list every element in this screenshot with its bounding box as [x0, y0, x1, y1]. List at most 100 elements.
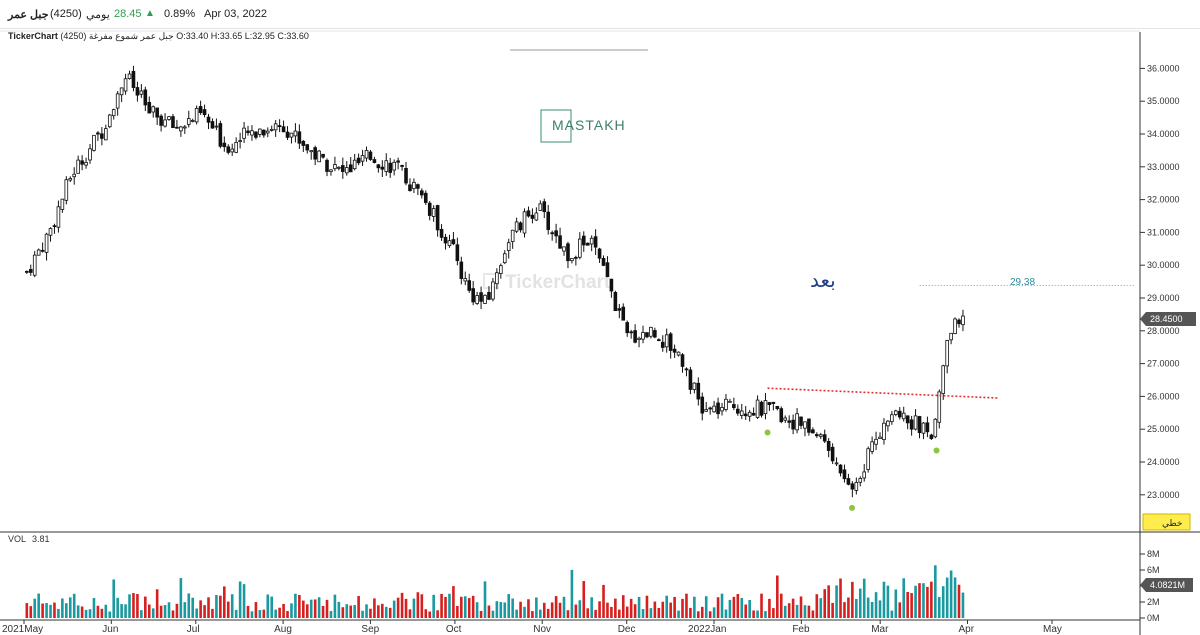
- volume-bar: [720, 593, 724, 618]
- volume-bar: [558, 602, 562, 618]
- volume-bar: [436, 610, 439, 618]
- candle: [649, 326, 653, 337]
- volume-bar: [270, 596, 274, 618]
- candle: [479, 292, 483, 302]
- candle: [25, 270, 29, 273]
- open-value: O:33.40: [176, 31, 209, 41]
- candle: [720, 407, 724, 412]
- volume-bars: [25, 565, 965, 618]
- volume-bar: [278, 607, 281, 618]
- candle: [692, 382, 697, 390]
- candle: [894, 410, 898, 415]
- candle: [388, 162, 393, 173]
- volume-bar: [242, 584, 246, 618]
- volume-bar: [618, 609, 621, 618]
- price-tick-label: 29.0000: [1147, 293, 1180, 303]
- candle: [874, 438, 878, 445]
- time-axis[interactable]: 2021May Jun Jul Aug Sep Oct Nov Dec 2022Jan Feb Ma…: [2, 620, 1062, 635]
- candle: [854, 482, 859, 491]
- volume-bar: [408, 609, 412, 618]
- volume-bar: [740, 597, 744, 618]
- price-axis[interactable]: 36.0000 35.0000 34.0000 33.0000 32.0000 31.00…: [1140, 63, 1180, 500]
- watermark-text: TickerChart: [505, 272, 611, 293]
- volume-bar: [744, 604, 748, 618]
- price-tick-label: 25.0000: [1147, 424, 1180, 434]
- candle: [538, 203, 543, 211]
- volume-bar: [215, 595, 218, 618]
- volume-bar: [870, 601, 874, 618]
- volume-bar: [353, 604, 356, 618]
- candle: [886, 420, 890, 427]
- candle: [210, 121, 215, 129]
- chart-style-button[interactable]: خطي: [1142, 513, 1191, 531]
- candle: [779, 408, 784, 423]
- volume-bar: [637, 596, 641, 618]
- candle: [751, 412, 756, 416]
- volume-bar: [187, 593, 191, 618]
- volume-value: 3.81: [32, 534, 50, 544]
- candle: [427, 202, 432, 216]
- volume-bar: [843, 602, 846, 618]
- price-tick-label: 27.0000: [1147, 359, 1180, 369]
- volume-bar: [795, 604, 799, 618]
- volume-bar: [918, 583, 921, 618]
- candle: [700, 396, 705, 414]
- price-tick-label: 23.0000: [1147, 490, 1180, 500]
- candle: [159, 115, 163, 126]
- candles[interactable]: [25, 65, 965, 498]
- time-tick-label: 2022Jan: [688, 624, 726, 635]
- volume-bar: [957, 584, 961, 618]
- volume-bar: [819, 598, 823, 618]
- volume-bar: [945, 577, 949, 618]
- volume-bar: [756, 610, 759, 618]
- candle: [803, 421, 807, 429]
- price-tick-label: 34.0000: [1147, 129, 1180, 139]
- volume-badge-text: 4.0821M: [1150, 580, 1185, 590]
- candle: [605, 262, 610, 278]
- candle: [352, 159, 357, 170]
- volume-bar: [930, 581, 933, 618]
- period-label[interactable]: يومي: [86, 9, 110, 21]
- symbol-name[interactable]: جبل عمر: [8, 9, 49, 21]
- volume-bar: [910, 593, 913, 618]
- candle: [736, 408, 740, 414]
- candle: [305, 144, 310, 151]
- candle: [68, 178, 73, 181]
- candle: [878, 436, 882, 440]
- volume-bar: [550, 602, 554, 618]
- volume-bar: [290, 603, 293, 618]
- volume-bar: [578, 600, 582, 618]
- volume-bar: [906, 592, 909, 618]
- candle: [115, 93, 120, 109]
- volume-bar: [866, 597, 870, 618]
- volume-bar: [183, 602, 187, 618]
- volume-bar: [791, 598, 795, 618]
- candle: [554, 230, 558, 237]
- volume-bar: [827, 585, 830, 618]
- candle: [696, 382, 701, 400]
- candle: [337, 166, 341, 169]
- candle: [621, 306, 626, 321]
- candle: [858, 478, 863, 483]
- candle: [88, 148, 92, 161]
- candle: [518, 222, 523, 231]
- volume-bar: [345, 604, 349, 618]
- volume-bar: [764, 611, 767, 618]
- candle: [929, 434, 934, 439]
- volume-bar: [72, 593, 76, 618]
- candle: [297, 131, 302, 144]
- candle: [870, 441, 874, 452]
- volume-bar: [116, 597, 119, 618]
- candle: [739, 410, 744, 416]
- chart-style-label: خطي: [1162, 519, 1182, 529]
- candle: [743, 413, 748, 417]
- volume-bar: [535, 597, 538, 618]
- candle: [882, 422, 886, 441]
- volume-bar: [207, 597, 210, 618]
- candle: [76, 159, 80, 174]
- volume-bar: [456, 605, 459, 618]
- candle: [254, 131, 258, 138]
- volume-bar: [53, 602, 56, 618]
- candle: [277, 125, 282, 128]
